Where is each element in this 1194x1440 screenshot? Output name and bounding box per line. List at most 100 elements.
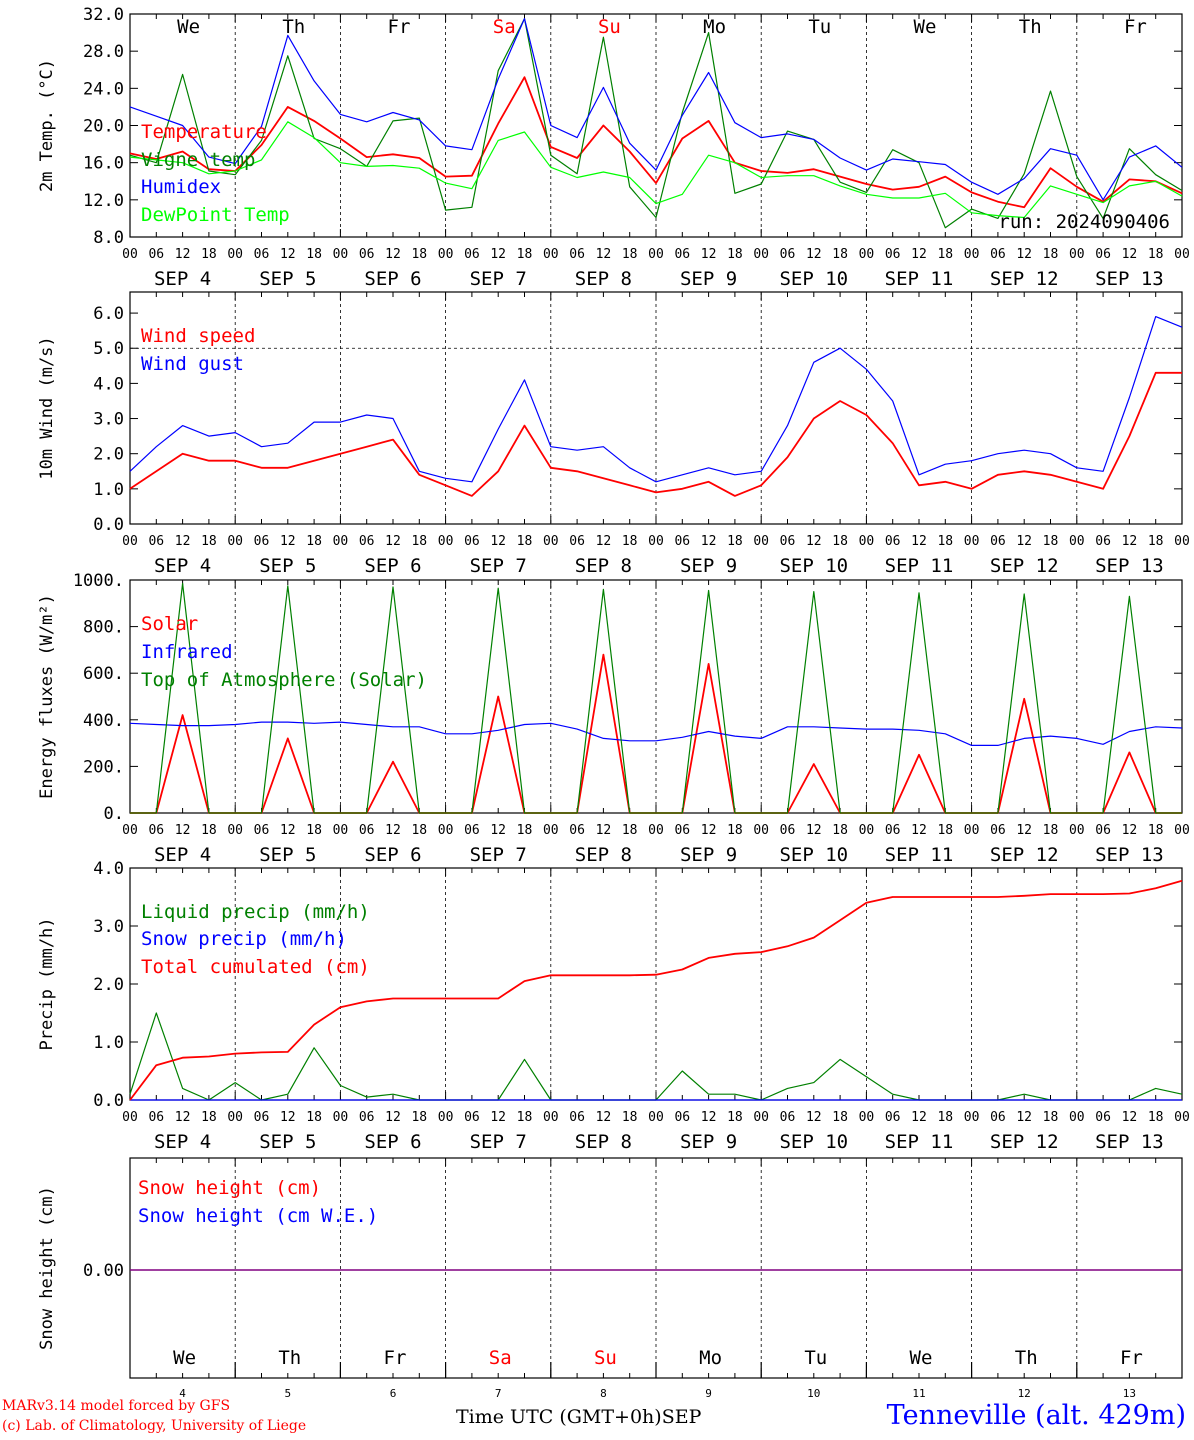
date-label: SEP 4: [154, 555, 211, 577]
hour-label: 06: [464, 247, 480, 262]
hour-label: 00: [964, 534, 980, 549]
y-axis-label: Precip (mm/h): [37, 917, 57, 1050]
hour-label: 06: [569, 247, 585, 262]
hour-label: 00: [1174, 1110, 1190, 1125]
hour-label: 00: [1069, 247, 1085, 262]
legend-entry: Infrared: [141, 641, 233, 663]
date-label: SEP 13: [1095, 844, 1164, 866]
y-tick-label: 400.: [83, 711, 124, 731]
hour-label: 18: [306, 534, 322, 549]
date-label: SEP 10: [779, 555, 848, 577]
y-tick-label: 1.0: [93, 1033, 124, 1053]
hour-label: 18: [622, 823, 638, 838]
weekday-label: Th: [282, 16, 305, 38]
hour-label: 18: [622, 247, 638, 262]
legend-entry: Wind gust: [141, 353, 244, 375]
hour-label: 06: [885, 247, 901, 262]
date-label: SEP 7: [470, 844, 527, 866]
hour-label: 18: [517, 534, 533, 549]
hour-label: 00: [333, 1110, 349, 1125]
legend-entry: Liquid precip (mm/h): [141, 901, 370, 923]
hour-label: 12: [490, 534, 506, 549]
hour-label: 18: [306, 1110, 322, 1125]
hour-label: 18: [937, 247, 953, 262]
hour-label: 06: [990, 534, 1006, 549]
hour-label: 00: [859, 1110, 875, 1125]
day-number-label: 4: [179, 1387, 186, 1400]
hour-label: 06: [885, 534, 901, 549]
hour-label: 12: [911, 823, 927, 838]
hour-label: 18: [517, 247, 533, 262]
hour-label: 12: [385, 823, 401, 838]
hour-label: 18: [1043, 534, 1059, 549]
y-tick-label: 0.00: [83, 1261, 124, 1281]
hour-label: 12: [385, 1110, 401, 1125]
weekday-label: Th: [278, 1347, 301, 1369]
y-tick-label: 800.: [83, 618, 124, 638]
weekday-label: Sa: [493, 16, 516, 38]
hour-label: 12: [701, 1110, 717, 1125]
y-tick-label: 0.0: [93, 515, 124, 535]
date-label: SEP 7: [470, 555, 527, 577]
hour-label: 00: [753, 534, 769, 549]
hour-label: 12: [1016, 534, 1032, 549]
date-label: SEP 10: [779, 844, 848, 866]
hour-label: 06: [254, 823, 270, 838]
day-number-label: 7: [495, 1387, 502, 1400]
panel-flux: 0. 200. 400. 600. 800. 1000. Energy fluxes (W/…: [37, 571, 1190, 866]
hour-label: 06: [148, 1110, 164, 1125]
hour-label: 00: [122, 1110, 138, 1125]
hour-label: 06: [569, 534, 585, 549]
panel-wind: 0.0 1.0 2.0 3.0 4.0 5.0 6.0 10m Wind (m/s) 00 06 1…: [37, 291, 1190, 577]
hour-label: 12: [1122, 247, 1138, 262]
weekday-label: Th: [1019, 16, 1042, 38]
hour-label: 12: [806, 247, 822, 262]
hour-label: 12: [1122, 534, 1138, 549]
day-number-label: 6: [390, 1387, 397, 1400]
weekday-label: Mo: [699, 1347, 722, 1369]
legend-entry: Snow height (cm W.E.): [138, 1205, 378, 1227]
date-label: SEP 6: [364, 555, 421, 577]
hour-label: 18: [727, 823, 743, 838]
hour-label: 00: [1174, 247, 1190, 262]
hour-label: 18: [1043, 823, 1059, 838]
y-tick-label: 2.0: [93, 975, 124, 995]
y-tick-label: 32.0: [83, 5, 124, 25]
hour-label: 00: [1069, 534, 1085, 549]
date-label: SEP 4: [154, 268, 211, 290]
hour-label: 06: [359, 534, 375, 549]
y-axis-label: 2m Temp. (°C): [37, 59, 57, 192]
weekday-label: Su: [594, 1347, 617, 1369]
hour-label: 00: [648, 247, 664, 262]
date-label: SEP 9: [680, 268, 737, 290]
hour-label: 18: [1148, 247, 1164, 262]
y-tick-label: 28.0: [83, 42, 124, 62]
hour-label: 00: [333, 823, 349, 838]
date-label: SEP 13: [1095, 555, 1164, 577]
hour-label: 12: [911, 247, 927, 262]
date-label: SEP 8: [575, 844, 632, 866]
day-number-label: 11: [912, 1387, 925, 1400]
weekday-label: We: [173, 1347, 196, 1369]
y-tick-label: 24.0: [83, 79, 124, 99]
hour-label: 06: [674, 1110, 690, 1125]
weekday-label: We: [910, 1347, 933, 1369]
date-label: SEP 12: [990, 844, 1059, 866]
day-number-label: 8: [600, 1387, 607, 1400]
hour-label: 00: [438, 823, 454, 838]
hour-label: 18: [201, 1110, 217, 1125]
hour-label: 18: [411, 1110, 427, 1125]
hour-label: 18: [517, 1110, 533, 1125]
hour-label: 00: [227, 247, 243, 262]
date-label: SEP 8: [575, 555, 632, 577]
date-label: SEP 10: [779, 1131, 848, 1153]
date-label: SEP 5: [259, 555, 316, 577]
hour-label: 12: [596, 534, 612, 549]
date-label: SEP 6: [364, 1131, 421, 1153]
hour-label: 18: [411, 534, 427, 549]
date-label: SEP 9: [680, 555, 737, 577]
weekday-label: Th: [1015, 1347, 1038, 1369]
hour-label: 18: [201, 823, 217, 838]
y-tick-label: 20.0: [83, 117, 124, 137]
